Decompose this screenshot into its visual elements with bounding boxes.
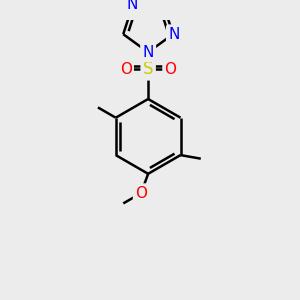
Text: S: S — [143, 60, 153, 78]
Text: O: O — [135, 186, 147, 201]
Text: O: O — [165, 61, 177, 76]
Text: N: N — [126, 0, 137, 12]
Text: N: N — [168, 27, 180, 42]
Text: N: N — [142, 45, 154, 60]
Text: O: O — [120, 61, 132, 76]
